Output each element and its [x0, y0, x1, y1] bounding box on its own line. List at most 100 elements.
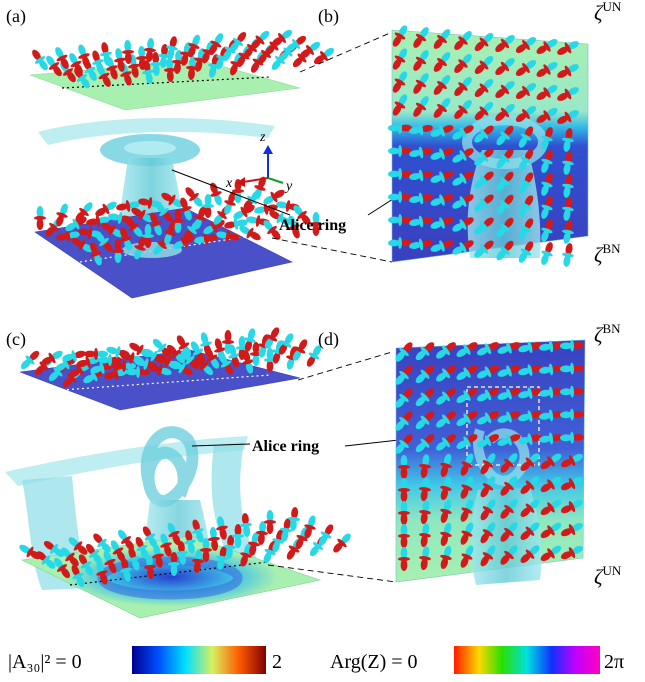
- order-parameter-lobe: [452, 171, 474, 186]
- order-parameter-lobe: [515, 60, 537, 76]
- order-parameter-lobe: [285, 35, 307, 53]
- order-parameter-lobe: [452, 240, 474, 255]
- order-parameter-lobe: [224, 535, 236, 559]
- order-parameter-lobe: [474, 171, 494, 189]
- colorbar-phase-max: 2π: [604, 651, 624, 673]
- order-parameter-lobe: [520, 453, 540, 471]
- order-parameter-lobe: [440, 545, 452, 570]
- order-parameter-lobe: [539, 363, 563, 376]
- order-parameter-lobe: [456, 365, 478, 381]
- order-parameter-lobe: [264, 327, 280, 349]
- order-parameter-lobe: [244, 328, 256, 352]
- panel-a-order-parameter-lobes: [32, 29, 335, 266]
- order-parameter-lobe: [56, 230, 80, 242]
- order-parameter-lobe: [280, 518, 292, 542]
- order-parameter-lobe: [480, 522, 496, 544]
- order-parameter-lobe: [433, 75, 451, 95]
- panel-d-label: (d): [318, 329, 339, 350]
- order-parameter-lobe: [560, 408, 584, 421]
- order-parameter-lobe: [474, 240, 494, 258]
- order-parameter-lobe: [228, 344, 240, 368]
- order-parameter-lobe: [122, 40, 134, 64]
- order-parameter-lobe: [419, 500, 431, 525]
- order-parameter-lobe: [495, 57, 515, 76]
- order-parameter-lobe: [436, 365, 456, 382]
- order-parameter-lobe: [440, 453, 452, 478]
- alice-ring-callout-bottom: Alice ring: [252, 438, 319, 455]
- order-parameter-lobe: [152, 338, 172, 358]
- order-parameter-lobe: [95, 201, 117, 217]
- order-parameter-lobe: [419, 454, 431, 479]
- order-parameter-lobe: [144, 38, 156, 62]
- order-parameter-lobe: [78, 554, 94, 576]
- order-parameter-lobe: [41, 350, 63, 366]
- order-parameter-lobe: [456, 342, 478, 358]
- z-axis-label: z: [259, 130, 266, 145]
- order-parameter-lobe: [495, 34, 515, 53]
- panel-c-label: (c): [6, 329, 26, 350]
- order-parameter-lobe: [415, 388, 435, 407]
- panel-a-torus-hole: [124, 141, 176, 155]
- order-parameter-lobe: [454, 31, 472, 50]
- order-parameter-lobe: [216, 230, 240, 242]
- order-parameter-lobe: [160, 533, 172, 557]
- order-parameter-lobe: [460, 522, 474, 545]
- order-parameter-lobe: [540, 453, 562, 470]
- order-parameter-lobe: [136, 46, 148, 70]
- order-parameter-lobe: [55, 47, 69, 69]
- order-parameter-lobe: [144, 555, 156, 579]
- order-parameter-lobe: [497, 411, 521, 423]
- axes-triad: z x y: [225, 130, 293, 194]
- order-parameter-lobe: [496, 217, 514, 238]
- connector-c-d-bottom: [267, 564, 397, 583]
- order-parameter-lobe: [392, 94, 408, 116]
- order-parameter-lobe: [116, 200, 140, 212]
- order-parameter-lobe: [518, 410, 542, 423]
- order-parameter-lobe: [176, 335, 192, 357]
- order-parameter-lobe: [180, 197, 192, 221]
- order-parameter-lobe: [84, 348, 108, 360]
- order-parameter-lobe: [150, 52, 162, 76]
- order-parameter-lobe: [452, 125, 474, 140]
- order-parameter-lobe: [440, 522, 452, 547]
- order-parameter-lobe: [185, 187, 203, 207]
- order-parameter-lobe: [520, 476, 540, 494]
- order-parameter-lobe: [54, 557, 70, 579]
- order-parameter-lobe: [398, 501, 410, 525]
- order-parameter-lobe: [413, 27, 429, 48]
- order-parameter-lobe: [388, 168, 412, 180]
- panel-a-label: (a): [6, 6, 26, 27]
- order-parameter-lobe: [333, 533, 351, 553]
- order-parameter-lobe: [388, 145, 412, 157]
- order-parameter-lobe: [304, 515, 316, 539]
- order-parameter-lobe: [61, 547, 79, 567]
- order-parameter-lobe: [474, 194, 494, 212]
- order-parameter-lobe: [560, 362, 584, 375]
- order-parameter-lobe: [395, 388, 413, 408]
- order-parameter-lobe: [496, 125, 514, 146]
- order-parameter-lobe: [110, 540, 126, 562]
- order-parameter-lobe: [540, 545, 562, 562]
- order-parameter-lobe: [440, 476, 452, 501]
- order-parameter-lobe: [46, 55, 62, 77]
- order-parameter-lobe: [541, 173, 553, 196]
- order-parameter-lobe: [148, 364, 172, 376]
- order-parameter-lobe: [496, 240, 514, 261]
- order-parameter-lobe: [409, 192, 433, 205]
- order-parameter-lobe: [318, 524, 334, 546]
- panel-a: (a) z x y Alice ring: [6, 6, 471, 299]
- order-parameter-lobe: [454, 100, 472, 119]
- order-parameter-lobe: [536, 62, 558, 77]
- order-parameter-lobe: [108, 212, 132, 224]
- colorbar-amplitude-max: 2: [272, 651, 282, 673]
- x-axis-arrow: [242, 177, 269, 183]
- order-parameter-lobe: [114, 48, 126, 72]
- phase-label-d-bottom: ζUN: [594, 563, 622, 589]
- order-parameter-lobe: [86, 215, 110, 227]
- z-axis-arrowhead: [263, 145, 273, 154]
- order-parameter-lobe: [477, 434, 499, 448]
- order-parameter-lobe: [92, 50, 104, 74]
- order-parameter-lobe: [208, 33, 224, 55]
- order-parameter-lobe: [413, 96, 429, 117]
- order-parameter-lobe: [388, 191, 412, 203]
